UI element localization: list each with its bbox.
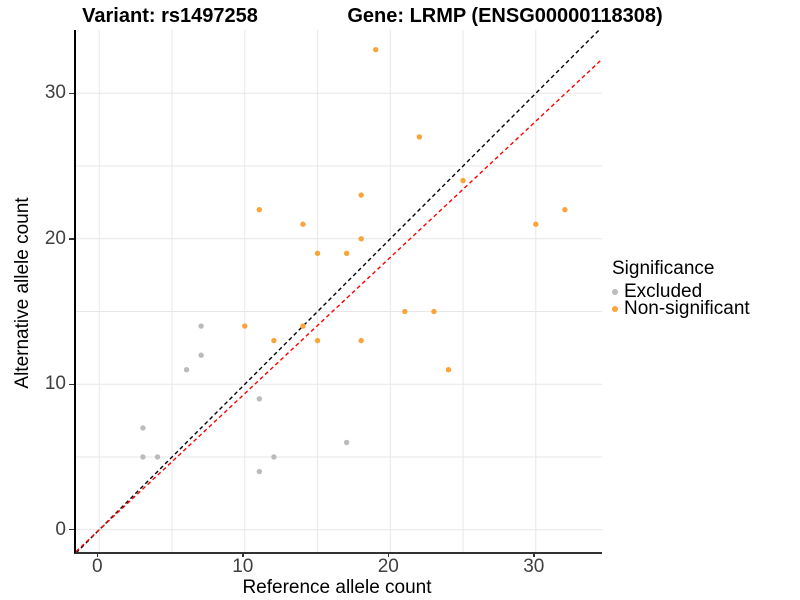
data-point-excluded bbox=[256, 396, 263, 402]
gene-title: Gene: LRMP (ENSG00000118308) bbox=[347, 5, 663, 27]
data-point-non-significant bbox=[358, 192, 364, 198]
data-point-non-significant bbox=[300, 221, 306, 227]
x-tick-mark bbox=[387, 552, 390, 557]
data-point-non-significant bbox=[373, 46, 379, 53]
y-tick-mark bbox=[69, 238, 74, 240]
legend: Significance Excluded Non-significant bbox=[612, 258, 750, 319]
data-point-excluded bbox=[140, 425, 146, 431]
data-point-excluded bbox=[343, 439, 350, 446]
legend-item-non-significant: Non-significant bbox=[612, 297, 750, 319]
variant-title: Variant: rs1497258 bbox=[82, 5, 258, 27]
data-point-non-significant bbox=[416, 134, 423, 140]
x-tick-mark bbox=[96, 552, 99, 557]
x-tick-label: 20 bbox=[377, 556, 399, 577]
legend-dot-icon bbox=[612, 288, 618, 295]
x-tick-mark bbox=[533, 552, 535, 557]
data-point-excluded bbox=[271, 454, 277, 460]
data-point-non-significant bbox=[562, 206, 568, 213]
data-point-non-significant bbox=[358, 236, 364, 242]
data-point-non-significant bbox=[256, 206, 263, 213]
data-point-non-significant bbox=[445, 367, 452, 373]
data-point-non-significant bbox=[431, 308, 437, 315]
data-point-excluded bbox=[256, 468, 263, 475]
x-tick-label: 0 bbox=[91, 556, 103, 577]
x-axis-title: Reference allele count bbox=[242, 577, 432, 598]
y-tick-label: 20 bbox=[44, 227, 66, 249]
data-point-excluded bbox=[198, 323, 204, 329]
data-point-non-significant bbox=[343, 250, 350, 257]
data-point-non-significant bbox=[242, 323, 248, 329]
legend-dot-icon bbox=[612, 305, 618, 312]
y-tick-mark bbox=[69, 383, 74, 385]
y-tick-label: 0 bbox=[55, 518, 66, 540]
legend-label: Non-significant bbox=[624, 297, 750, 319]
legend-label: Excluded bbox=[624, 280, 703, 302]
data-point-non-significant bbox=[533, 221, 539, 227]
legend-title: Significance bbox=[612, 258, 715, 279]
x-tick-label: 10 bbox=[232, 556, 254, 577]
data-point-non-significant bbox=[402, 308, 408, 315]
data-point-non-significant bbox=[271, 337, 277, 344]
y-tick-label: 10 bbox=[44, 373, 66, 395]
data-point-non-significant bbox=[314, 250, 321, 257]
data-point-excluded bbox=[154, 454, 161, 460]
data-point-excluded bbox=[198, 352, 204, 358]
data-point-non-significant bbox=[300, 323, 306, 329]
y-tick-label: 30 bbox=[44, 82, 66, 104]
data-point-non-significant bbox=[460, 177, 466, 184]
fit-line bbox=[76, 58, 602, 552]
legend-items: Excluded Non-significant bbox=[612, 280, 750, 319]
data-point-non-significant bbox=[358, 337, 364, 344]
legend-item-excluded: Excluded bbox=[612, 280, 750, 302]
data-point-excluded bbox=[183, 367, 190, 373]
x-tick-mark bbox=[242, 552, 244, 557]
x-tick-label: 30 bbox=[523, 556, 545, 577]
data-point-non-significant bbox=[314, 337, 321, 344]
y-tick-mark bbox=[69, 92, 74, 95]
identity-line bbox=[76, 30, 601, 552]
scatter-plot-svg bbox=[76, 30, 602, 552]
y-tick-mark bbox=[69, 528, 74, 531]
data-point-excluded bbox=[140, 454, 146, 460]
plot-panel bbox=[74, 30, 602, 554]
